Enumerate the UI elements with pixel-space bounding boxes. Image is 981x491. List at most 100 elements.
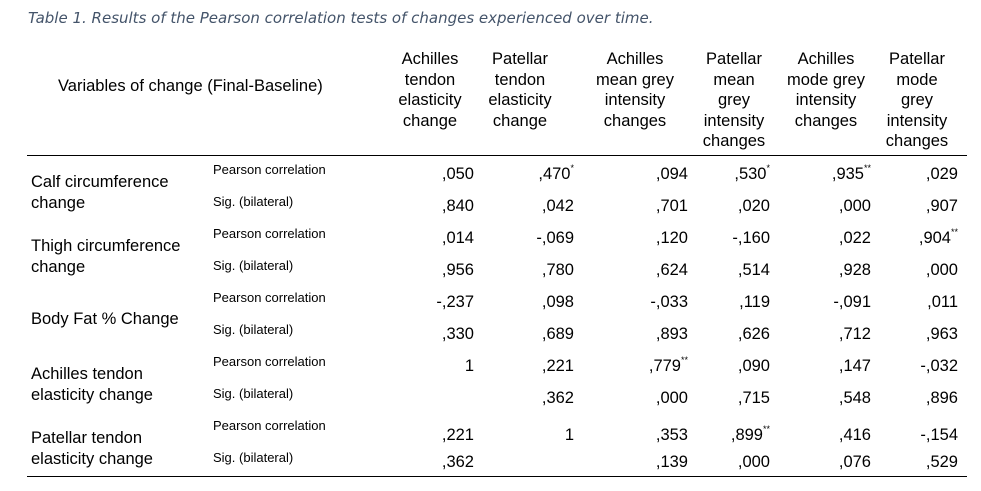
cell-value: ,548	[838, 389, 871, 407]
significance-mark: *	[766, 163, 770, 173]
column-header: Achilles tendon elasticity change	[375, 49, 485, 131]
cell-value: ,416	[838, 426, 871, 444]
cell-value: ,094	[655, 165, 688, 183]
table-cell: ,840	[442, 197, 474, 216]
cell-value: -,032	[920, 357, 958, 375]
column-header: Achilles mean grey intensity changes	[580, 49, 690, 131]
cell-value: -,033	[650, 293, 688, 311]
column-header: Patellar tendon elasticity change	[465, 49, 575, 131]
cell-value: -,237	[436, 293, 474, 311]
significance-mark: **	[950, 227, 958, 237]
table-cell: ,416	[839, 426, 871, 445]
cell-value: ,098	[541, 293, 574, 311]
cell-value: ,529	[925, 453, 958, 471]
table-cell: ,022	[839, 229, 871, 248]
table-cell: ,893	[656, 325, 688, 344]
table-cell: ,715	[738, 389, 770, 408]
table-cell: ,780	[542, 261, 574, 280]
stat-label: Pearson correlation	[213, 290, 326, 305]
table-cell: ,042	[542, 197, 574, 216]
cell-value: ,928	[838, 261, 871, 279]
cell-value: ,042	[541, 197, 574, 215]
table-caption: Table 1. Results of the Pearson correlat…	[28, 9, 654, 27]
column-header-line: changes	[702, 132, 766, 150]
header-rule	[27, 155, 967, 156]
table-cell: ,119	[739, 293, 770, 312]
column-header-line: intensity	[703, 111, 765, 130]
table-cell: ,701	[656, 197, 688, 216]
cell-value: ,514	[737, 261, 770, 279]
stat-label: Sig. (bilateral)	[213, 450, 294, 465]
table-cell: 1	[565, 426, 574, 445]
row-group-label-line: Calf circumference	[31, 173, 169, 191]
cell-value: ,689	[541, 325, 574, 343]
table-cell: ,904**	[919, 227, 958, 248]
column-header-line: intensity	[604, 91, 666, 109]
column-header-line: mean grey	[596, 70, 674, 89]
column-header-line: mode grey	[787, 70, 865, 89]
table-cell: ,120	[656, 229, 688, 248]
column-header-line: elasticity	[488, 91, 552, 109]
bottom-rule	[27, 476, 967, 477]
stat-label: Pearson correlation	[213, 418, 326, 433]
column-header-line: Achilles	[797, 50, 855, 68]
cell-value: ,022	[838, 229, 871, 247]
cell-value: ,624	[655, 261, 688, 279]
table-cell: ,712	[839, 325, 871, 344]
table-cell: -,069	[536, 229, 574, 248]
cell-value: ,362	[541, 389, 574, 407]
stat-label: Pearson correlation	[213, 354, 326, 369]
significance-mark: *	[570, 163, 574, 173]
table-cell: ,689	[542, 325, 574, 344]
table-cell: ,362	[542, 389, 574, 408]
cell-value: ,470	[538, 165, 571, 183]
cell-value: ,779	[648, 357, 681, 375]
row-group-label-line: Patellar tendon	[31, 429, 142, 447]
cell-value: 1	[464, 357, 474, 375]
cell-value: ,956	[441, 261, 474, 279]
column-header-line: elasticity	[398, 91, 462, 109]
stat-label: Sig. (bilateral)	[213, 386, 294, 401]
cell-value: ,780	[541, 261, 574, 279]
table-cell: 1	[465, 357, 474, 376]
table-cell: -,154	[920, 426, 958, 445]
table-cell: ,514	[738, 261, 770, 280]
column-header-line: changes	[885, 132, 949, 150]
table-cell: ,011	[927, 293, 958, 312]
table-cell: ,530*	[734, 163, 770, 184]
table-cell: ,896	[926, 389, 958, 408]
cell-value: ,626	[737, 325, 770, 343]
column-header-line: Achilles	[401, 50, 459, 68]
column-header-line: change	[402, 111, 458, 130]
cell-value: ,530	[734, 165, 767, 183]
row-group-label: Thigh circumference change	[31, 236, 180, 278]
table-cell: ,000	[926, 261, 958, 280]
significance-mark: **	[680, 355, 688, 365]
table-cell: ,147	[839, 357, 871, 376]
column-header-line: Achilles	[606, 50, 664, 68]
cell-value: ,353	[655, 426, 688, 444]
cell-value: -,160	[732, 229, 770, 247]
table-cell: ,139	[656, 453, 688, 472]
cell-value: ,014	[441, 229, 474, 247]
table-cell: ,779**	[648, 355, 688, 376]
row-group-label-line: Achilles tendon	[31, 365, 143, 383]
cell-value: ,221	[441, 426, 474, 444]
table-cell: ,899**	[731, 424, 770, 445]
table-cell: ,050	[442, 165, 474, 184]
table-cell: ,330	[442, 325, 474, 344]
cell-value: ,221	[541, 357, 574, 375]
table-cell: ,098	[542, 293, 574, 312]
table-cell: ,221	[542, 357, 574, 376]
row-group-label-line: Body Fat % Change	[31, 310, 179, 328]
column-header-line: grey	[900, 91, 934, 109]
cell-value: ,712	[838, 325, 871, 343]
cell-value: ,896	[925, 389, 958, 407]
column-header-line: changes	[794, 111, 858, 130]
table-cell: ,000	[656, 389, 688, 408]
cell-value: ,119	[739, 293, 770, 311]
cell-value: ,139	[655, 453, 688, 471]
cell-value: -,069	[536, 229, 574, 247]
cell-value: ,011	[927, 293, 958, 311]
significance-mark: **	[762, 424, 770, 434]
